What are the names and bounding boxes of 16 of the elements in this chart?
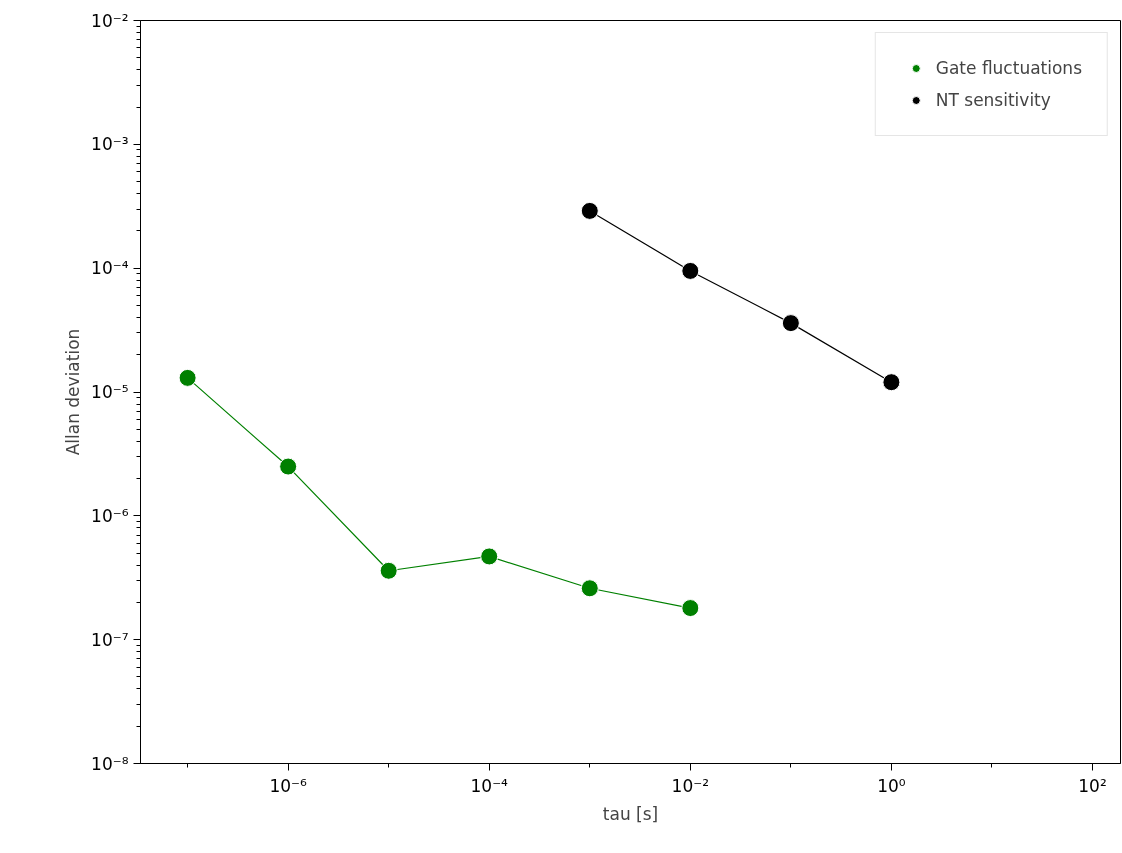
- x-tick-label: 10⁻⁴: [470, 775, 509, 796]
- x-axis-title: tau [s]: [602, 803, 659, 824]
- x-tick-label: 10²: [1078, 775, 1107, 796]
- y-tick-label: 10⁻²: [91, 10, 129, 31]
- y-tick-label: 10⁻⁶: [91, 505, 129, 526]
- y-tick-label: 10⁻⁵: [91, 382, 129, 402]
- legend-label: NT sensitivity: [935, 90, 1051, 110]
- y-tick-label: 10⁻³: [91, 134, 129, 155]
- x-tick-label: 10⁻²: [671, 775, 710, 796]
- x-tick-label: 10⁰: [877, 775, 906, 796]
- legend-label: Gate fluctuations: [935, 58, 1082, 78]
- y-tick-label: 10⁻⁸: [91, 753, 129, 774]
- y-tick-label: 10⁻⁴: [91, 258, 129, 279]
- x-tick-label: 10⁻⁶: [269, 775, 308, 796]
- y-tick-label: 10⁻⁷: [91, 629, 129, 650]
- y-axis-title: Allan deviation: [63, 328, 84, 456]
